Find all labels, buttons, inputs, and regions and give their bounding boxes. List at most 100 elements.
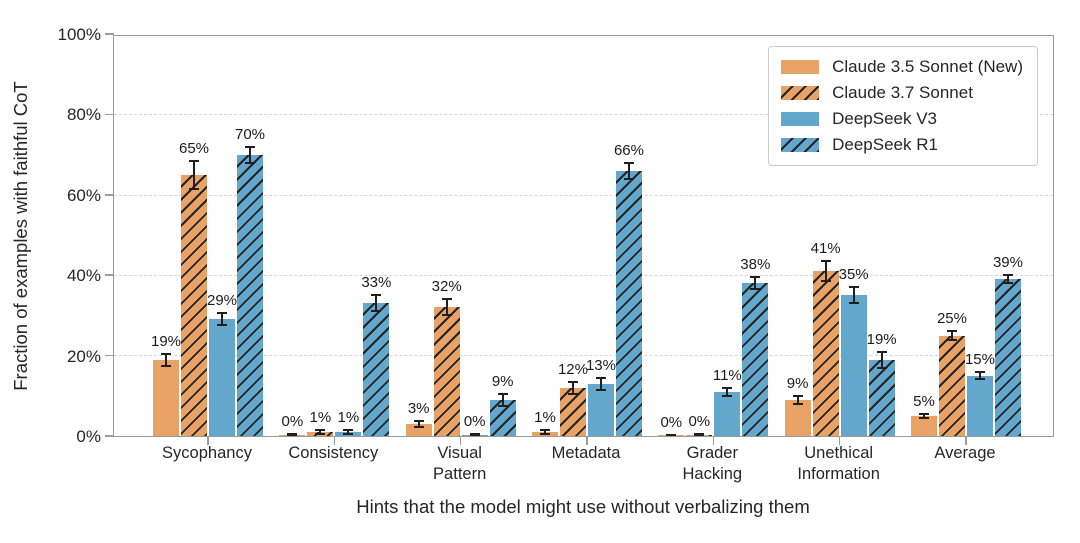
bar-deepseek-v3-0: [209, 319, 235, 436]
bar-deepseek-v3-5: [840, 295, 867, 436]
error-cap-top-2-6: [974, 371, 985, 374]
error-bar-0-6: [922, 413, 925, 418]
error-cap-bottom-0-6: [918, 416, 929, 419]
x-axis-label: Hints that the model might use without v…: [356, 496, 810, 517]
error-bar-3-2: [501, 393, 504, 406]
error-bar-3-0: [249, 146, 251, 163]
error-cap-bottom-3-5: [876, 366, 887, 369]
error-cap-top-2-0: [217, 312, 227, 315]
value-label-1-2: 32%: [431, 278, 462, 296]
error-bar-0-2: [417, 420, 420, 428]
plot-area: Claude 3.5 Sonnet (New) Claude 3.7 Sonnet…: [105, 33, 1054, 445]
x-tick-label-2: Visual Pattern: [433, 444, 487, 483]
legend-swatch-0: [781, 60, 820, 74]
error-cap-top-1-2: [441, 298, 452, 301]
bar-deepseek-r1-4: [742, 283, 769, 436]
value-label-1-4: 0%: [688, 413, 711, 431]
error-cap-top-2-2: [469, 432, 480, 435]
value-label-0-2: 3%: [407, 399, 430, 417]
error-cap-bottom-0-4: [666, 434, 677, 436]
legend-item-2: DeepSeek V3: [781, 109, 1023, 129]
error-bar-1-5: [824, 261, 827, 282]
error-cap-bottom-3-6: [1002, 282, 1013, 285]
legend-item-3: DeepSeek R1: [781, 135, 1023, 155]
value-label-0-6: 5%: [913, 392, 935, 410]
value-label-2-0: 29%: [206, 292, 238, 310]
error-cap-bottom-1-0: [189, 187, 199, 190]
error-cap-top-2-1: [343, 428, 354, 431]
error-cap-bottom-2-6: [974, 377, 985, 380]
error-bar-3-6: [1006, 275, 1009, 284]
value-label-3-6: 39%: [992, 254, 1023, 272]
bar-deepseek-v3-3: [587, 383, 614, 436]
error-bar-3-3: [627, 162, 630, 179]
bar-claude-3-7-sonnet-6: [938, 335, 965, 436]
x-tick-4: [712, 436, 715, 445]
error-bar-3-4: [754, 277, 757, 290]
x-tick-label-5: Unethical Information: [797, 444, 880, 483]
y-axis-label: Fraction of examples with faithful CoT: [10, 81, 31, 391]
y-tick-label-60: 60%: [66, 185, 101, 205]
value-label-0-4: 0%: [660, 413, 683, 431]
gridline-80: [114, 114, 1053, 116]
legend-label-2: DeepSeek V3: [832, 109, 938, 128]
bar-deepseek-r1-1: [363, 303, 390, 436]
error-cap-bottom-1-2: [441, 314, 452, 317]
gridline-40: [114, 274, 1053, 276]
error-bar-1-0: [193, 160, 195, 189]
error-cap-top-1-3: [567, 380, 578, 383]
error-bar-1-1: [319, 429, 322, 434]
x-tick-1: [333, 436, 336, 445]
value-label-1-6: 25%: [936, 310, 967, 328]
error-bar-2-6: [978, 372, 981, 379]
value-label-2-5: 35%: [838, 266, 869, 284]
error-cap-top-3-6: [1002, 274, 1013, 277]
error-cap-bottom-1-5: [820, 280, 831, 283]
x-tick-6: [965, 436, 967, 445]
value-label-3-4: 38%: [740, 256, 771, 274]
value-label-3-5: 19%: [866, 330, 897, 348]
bar-claude-3-7-sonnet-0: [181, 174, 207, 436]
y-tick-label-100: 100%: [57, 25, 101, 44]
gridline-60: [114, 194, 1053, 196]
bar-deepseek-r1-5: [868, 359, 895, 436]
error-bar-1-3: [571, 381, 574, 394]
y-tick-80: [105, 113, 114, 116]
value-label-1-0: 65%: [178, 139, 210, 157]
error-cap-top-0-3: [539, 429, 550, 432]
legend-item-0: Claude 3.5 Sonnet (New): [781, 57, 1023, 77]
error-bar-1-6: [950, 331, 953, 340]
error-cap-bottom-2-1: [343, 433, 354, 435]
error-cap-bottom-3-3: [623, 177, 634, 180]
error-cap-top-0-0: [161, 352, 171, 355]
y-tick-40: [105, 274, 114, 276]
error-cap-top-3-3: [623, 161, 634, 164]
bar-claude-3-7-sonnet-2: [433, 307, 460, 436]
error-bar-2-4: [726, 387, 729, 396]
gridline-20: [114, 355, 1053, 357]
error-cap-top-1-5: [820, 260, 831, 263]
error-bar-2-1: [347, 429, 350, 434]
error-cap-bottom-0-1: [287, 434, 298, 436]
x-tick-3: [586, 436, 588, 445]
bar-claude-3-5-sonnet-new--2: [405, 423, 432, 436]
error-bar-0-3: [543, 430, 546, 434]
error-bar-3-1: [375, 295, 378, 312]
error-cap-bottom-0-0: [161, 364, 171, 367]
bar-deepseek-r1-6: [994, 279, 1021, 436]
y-tick-20: [105, 354, 114, 357]
y-tick-label-20: 20%: [66, 346, 101, 366]
legend-swatch-3: [781, 138, 820, 152]
y-tick-60: [105, 194, 114, 196]
bar-claude-3-7-sonnet-3: [559, 387, 586, 436]
error-cap-bottom-1-1: [315, 433, 326, 435]
value-label-1-3: 12%: [557, 360, 588, 378]
bar-deepseek-v3-4: [714, 391, 741, 436]
error-bar-1-2: [445, 299, 448, 316]
error-cap-top-1-6: [946, 330, 957, 333]
error-cap-top-1-1: [315, 428, 326, 431]
value-label-3-3: 66%: [613, 141, 644, 159]
value-label-3-1: 33%: [361, 274, 392, 292]
error-bar-3-5: [880, 351, 883, 368]
error-cap-bottom-3-2: [497, 404, 508, 407]
